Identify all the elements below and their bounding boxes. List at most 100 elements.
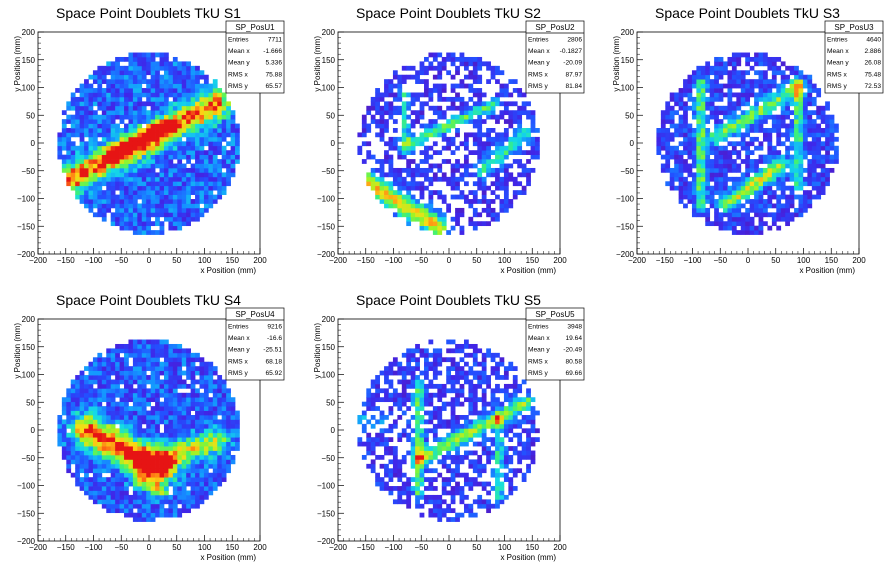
heatmap-cell (781, 70, 786, 75)
heatmap-cell (106, 419, 111, 424)
heatmap-cell (128, 97, 133, 102)
heatmap-cell (89, 411, 94, 416)
heatmap-cell (442, 57, 447, 62)
heatmap-cell (714, 181, 719, 186)
heatmap-cell (155, 495, 160, 500)
heatmap-cell (133, 172, 138, 177)
heatmap-cell (155, 132, 160, 137)
heatmap-cell (62, 428, 67, 433)
heatmap-cell (89, 384, 94, 389)
heatmap-cell (106, 159, 111, 164)
heatmap-cell (146, 344, 151, 349)
heatmap-cell (719, 66, 724, 71)
heatmap-cell (727, 159, 732, 164)
heatmap-cell (111, 137, 116, 142)
heatmap-cell (106, 362, 111, 367)
heatmap-cell (719, 164, 724, 169)
heatmap-cell (231, 115, 236, 120)
heatmap-cell (142, 66, 147, 71)
heatmap-cell (812, 168, 817, 173)
stats-label: Mean y (228, 347, 250, 354)
stats-value: -16.6 (267, 335, 282, 342)
y-tick-label: −100 (616, 195, 635, 204)
stats-value: 65.92 (265, 370, 282, 377)
heatmap-cell (133, 491, 138, 496)
heatmap-cell (402, 75, 407, 80)
heatmap-cell (380, 437, 385, 442)
heatmap-cell (168, 380, 173, 385)
heatmap-cell (710, 101, 715, 106)
heatmap-cell (389, 397, 394, 402)
heatmap-cell (375, 384, 380, 389)
heatmap-cell (661, 155, 666, 160)
heatmap-cell (191, 137, 196, 142)
heatmap-cell (670, 146, 675, 151)
heatmap-cell (231, 164, 236, 169)
heatmap-cell (213, 88, 218, 93)
heatmap-cell (191, 362, 196, 367)
heatmap-cell (66, 433, 71, 438)
heatmap-cell (93, 164, 98, 169)
heatmap-cell (177, 168, 182, 173)
heatmap-cell (66, 464, 71, 469)
heatmap-cell (62, 141, 67, 146)
heatmap-cell (80, 428, 85, 433)
heatmap-cell (495, 168, 500, 173)
heatmap-cell (477, 221, 482, 226)
heatmap-cell (442, 88, 447, 93)
heatmap-cell (195, 119, 200, 124)
heatmap-cell (433, 190, 438, 195)
heatmap-cell (155, 141, 160, 146)
heatmap-cell (500, 137, 505, 142)
heatmap-cell (102, 132, 107, 137)
heatmap-cell (661, 128, 666, 133)
heatmap-cell (424, 177, 429, 182)
heatmap-cell (380, 172, 385, 177)
heatmap-cell (177, 371, 182, 376)
heatmap-cell (102, 388, 107, 393)
heatmap-cell (93, 477, 98, 482)
heatmap-cell (213, 181, 218, 186)
heatmap-cell (222, 446, 227, 451)
heatmap-cell (128, 393, 133, 398)
heatmap-cell (177, 477, 182, 482)
heatmap-cell (710, 88, 715, 93)
heatmap-cell (124, 199, 129, 204)
heatmap-cell (790, 168, 795, 173)
heatmap-cell (799, 212, 804, 217)
heatmap-cell (714, 159, 719, 164)
heatmap-cell (106, 97, 111, 102)
heatmap-cell (151, 84, 156, 89)
heatmap-cell (191, 477, 196, 482)
heatmap-cell (71, 177, 76, 182)
heatmap-cell (155, 464, 160, 469)
heatmap-cell (732, 93, 737, 98)
heatmap-cell (736, 61, 741, 66)
heatmap-cell (402, 186, 407, 191)
heatmap-cell (133, 495, 138, 500)
heatmap-cell (200, 168, 205, 173)
heatmap-cell (155, 406, 160, 411)
heatmap-cell (97, 366, 102, 371)
heatmap-cell (406, 124, 411, 129)
heatmap-cell (821, 181, 826, 186)
heatmap-cell (217, 473, 222, 478)
heatmap-cell (186, 357, 191, 362)
heatmap-cell (133, 70, 138, 75)
heatmap-cell (146, 388, 151, 393)
heatmap-cell (217, 459, 222, 464)
heatmap-cell (208, 186, 213, 191)
heatmap-cell (146, 177, 151, 182)
heatmap-cell (491, 181, 496, 186)
heatmap-cell (191, 172, 196, 177)
heatmap-cell (736, 79, 741, 84)
heatmap-cell (776, 137, 781, 142)
heatmap-cell (701, 150, 706, 155)
heatmap-cell (84, 468, 89, 473)
heatmap-cell (714, 204, 719, 209)
heatmap-cell (226, 459, 231, 464)
heatmap-cell (124, 353, 129, 358)
heatmap-cell (137, 88, 142, 93)
heatmap-cell (719, 75, 724, 80)
heatmap-cell (375, 124, 380, 129)
